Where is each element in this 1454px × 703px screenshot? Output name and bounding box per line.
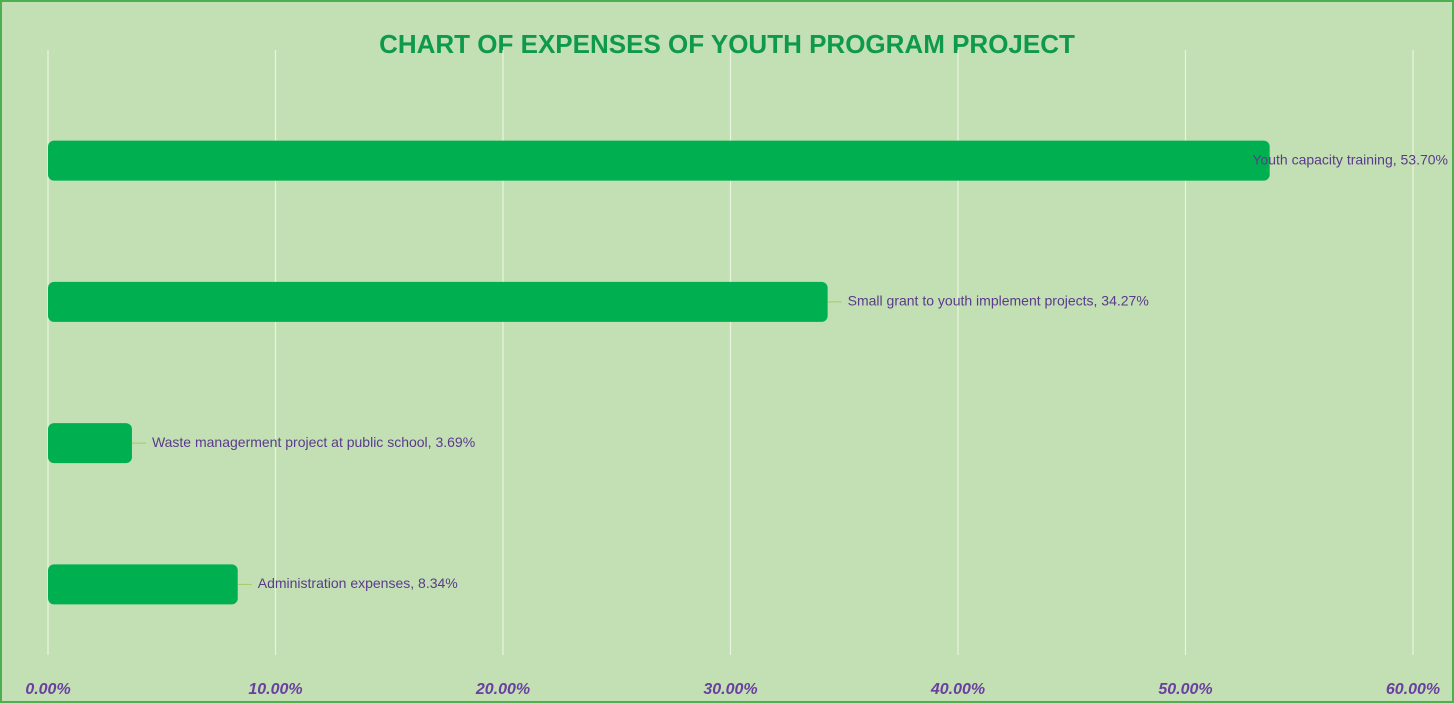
x-tick-label: 50.00% [1158, 681, 1212, 698]
x-tick-label: 20.00% [475, 681, 530, 698]
data-label: Administration expenses, 8.34% [258, 575, 458, 591]
bar [48, 564, 238, 605]
data-label: Small grant to youth implement projects,… [848, 293, 1149, 309]
bar [48, 281, 828, 322]
x-tick-label: 0.00% [25, 681, 70, 698]
bar [48, 140, 1270, 181]
data-label: Waste managerment project at public scho… [152, 434, 475, 450]
data-label: Youth capacity training, 53.70% [1252, 151, 1448, 167]
x-tick-label: 60.00% [1386, 681, 1440, 698]
x-tick-label: 30.00% [703, 681, 757, 698]
x-tick-label: 10.00% [248, 681, 302, 698]
x-tick-label: 40.00% [930, 681, 985, 698]
bar [48, 423, 132, 464]
chart-title: CHART OF EXPENSES OF YOUTH PROGRAM PROJE… [379, 29, 1075, 59]
